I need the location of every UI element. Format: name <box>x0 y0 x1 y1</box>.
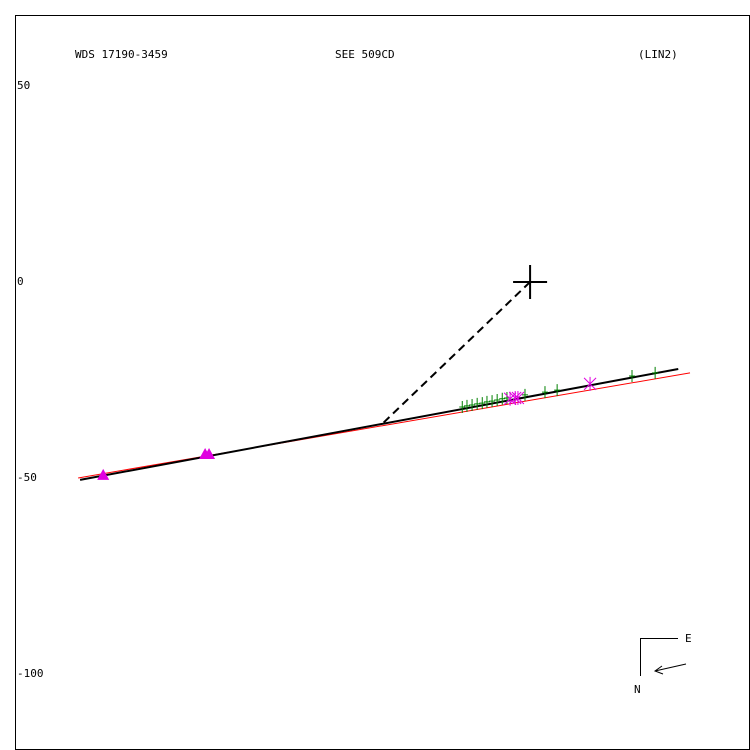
measure-plus <box>499 392 506 405</box>
fit-line <box>79 367 679 481</box>
measure-plus <box>489 395 496 408</box>
measure-plus <box>629 370 636 383</box>
measure-asterisk <box>511 390 525 405</box>
fit-line <box>78 372 691 479</box>
measure-plus <box>652 366 659 379</box>
fit-line <box>382 281 531 424</box>
measure-plus <box>494 393 501 406</box>
measure-asterisk <box>583 376 597 391</box>
measure-plus <box>474 397 481 410</box>
header-grade: (LIN2) <box>638 48 678 61</box>
compass-east-label: E <box>685 632 692 645</box>
header-ref: SEE 509CD <box>335 48 395 61</box>
measure-plus <box>483 395 490 408</box>
primary-star <box>513 264 548 299</box>
measure-plus <box>521 388 528 401</box>
y-tick-label: -50 <box>17 471 37 484</box>
y-tick-label: -100 <box>17 667 44 680</box>
measure-plus <box>459 401 466 413</box>
header-id: WDS 17190-3459 <box>75 48 168 61</box>
measure-plus <box>554 384 561 397</box>
measure-plus <box>469 399 476 412</box>
y-tick-label: 50 <box>17 79 30 92</box>
measure-triangle <box>203 448 216 460</box>
measure-triangle <box>97 468 110 480</box>
y-tick-label: 0 <box>17 275 24 288</box>
compass-arrow <box>653 663 687 675</box>
plot-frame <box>15 15 750 750</box>
measure-plus <box>463 399 470 412</box>
measure-plus <box>479 397 486 410</box>
measure-plus <box>541 386 548 399</box>
compass <box>640 638 687 676</box>
measure-asterisk <box>508 390 522 405</box>
compass-north-label: N <box>634 683 641 696</box>
